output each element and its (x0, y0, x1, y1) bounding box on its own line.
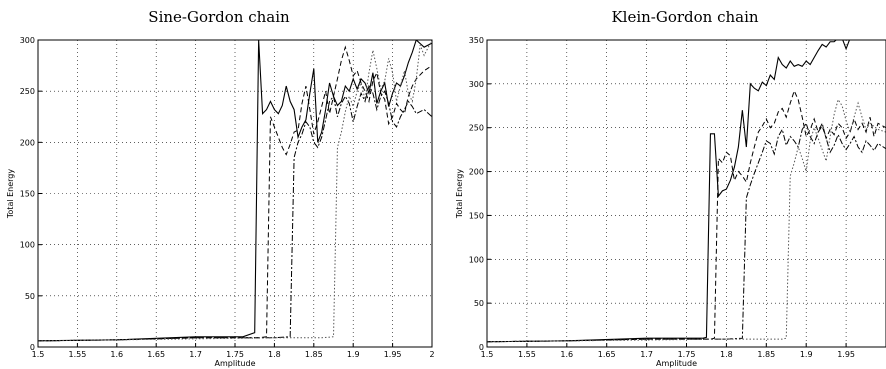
series-group (38, 40, 432, 342)
x-tick-label: 1.65 (147, 350, 165, 359)
x-tick-label: 1.75 (226, 350, 244, 359)
x-tick-label: 1.55 (68, 350, 86, 359)
y-tick-label: 150 (469, 211, 484, 220)
x-tick-label: 1.5 (481, 350, 494, 359)
y-tick-label: 100 (469, 255, 484, 264)
y-tick-label: 350 (469, 36, 484, 45)
plot-frame (37, 39, 433, 348)
x-tick-label: 1.8 (720, 350, 733, 359)
y-tick-label: 0 (479, 343, 484, 352)
chart-panel-2: Klein-Gordon chain 1.5 1.55 1.6 1.65 1.7 1.75 1… (455, 8, 886, 368)
x-tick-label: 1.75 (678, 350, 696, 359)
y-tick-label: 200 (20, 138, 35, 147)
series-line-solid (38, 40, 432, 342)
x-tick-label: 1.6 (110, 350, 123, 359)
x-tick-label: 1.9 (347, 350, 360, 359)
y-axis-label: Total Energy (6, 169, 15, 220)
y-tick-label: 250 (469, 124, 484, 133)
series-line-dash-dot (487, 121, 886, 343)
series-group (487, 40, 886, 343)
x-tick-label: 2 (429, 350, 434, 359)
y-tick-label: 300 (20, 36, 35, 45)
chart-panel-1: Sine-Gordon chain 1.5 1.55 1.6 1.65 1.7 1.75 1.… (6, 8, 435, 368)
series-line-dashed (487, 89, 886, 343)
plot-frame (486, 39, 886, 348)
x-tick-label: 1.85 (757, 350, 775, 359)
x-tick-label: 1.55 (518, 350, 536, 359)
x-tick-label: 1.95 (384, 350, 402, 359)
x-tick-label: 1.5 (32, 350, 45, 359)
x-tick-label: 1.9 (800, 350, 813, 359)
x-tick-label: 1.65 (598, 350, 616, 359)
series-line-dash-dot (38, 84, 432, 342)
series-line-dotted (487, 98, 886, 343)
y-tick-label: 100 (20, 241, 35, 250)
x-axis-label: Amplitude (215, 359, 256, 368)
x-tick-label: 1.85 (305, 350, 323, 359)
y-tick-label: 250 (20, 87, 35, 96)
y-tick-label: 0 (30, 343, 35, 352)
y-tick-label: 50 (25, 292, 35, 301)
series-line-solid (487, 40, 851, 343)
chart-title: Sine-Gordon chain (148, 8, 290, 26)
y-axis-label: Total Energy (455, 169, 464, 220)
y-tick-label: 300 (469, 80, 484, 89)
y-tick-label: 150 (20, 190, 35, 199)
y-tick-label: 200 (469, 168, 484, 177)
x-tick-label: 1.8 (268, 350, 281, 359)
x-tick-label: 1.7 (640, 350, 653, 359)
series-line-dashed (38, 45, 432, 342)
x-axis-label: Amplitude (656, 359, 697, 368)
chart-title: Klein-Gordon chain (611, 8, 758, 26)
y-tick-label: 50 (474, 299, 484, 308)
x-tick-label: 1.95 (837, 350, 855, 359)
x-tick-label: 1.6 (560, 350, 573, 359)
x-tick-label: 1.7 (189, 350, 202, 359)
